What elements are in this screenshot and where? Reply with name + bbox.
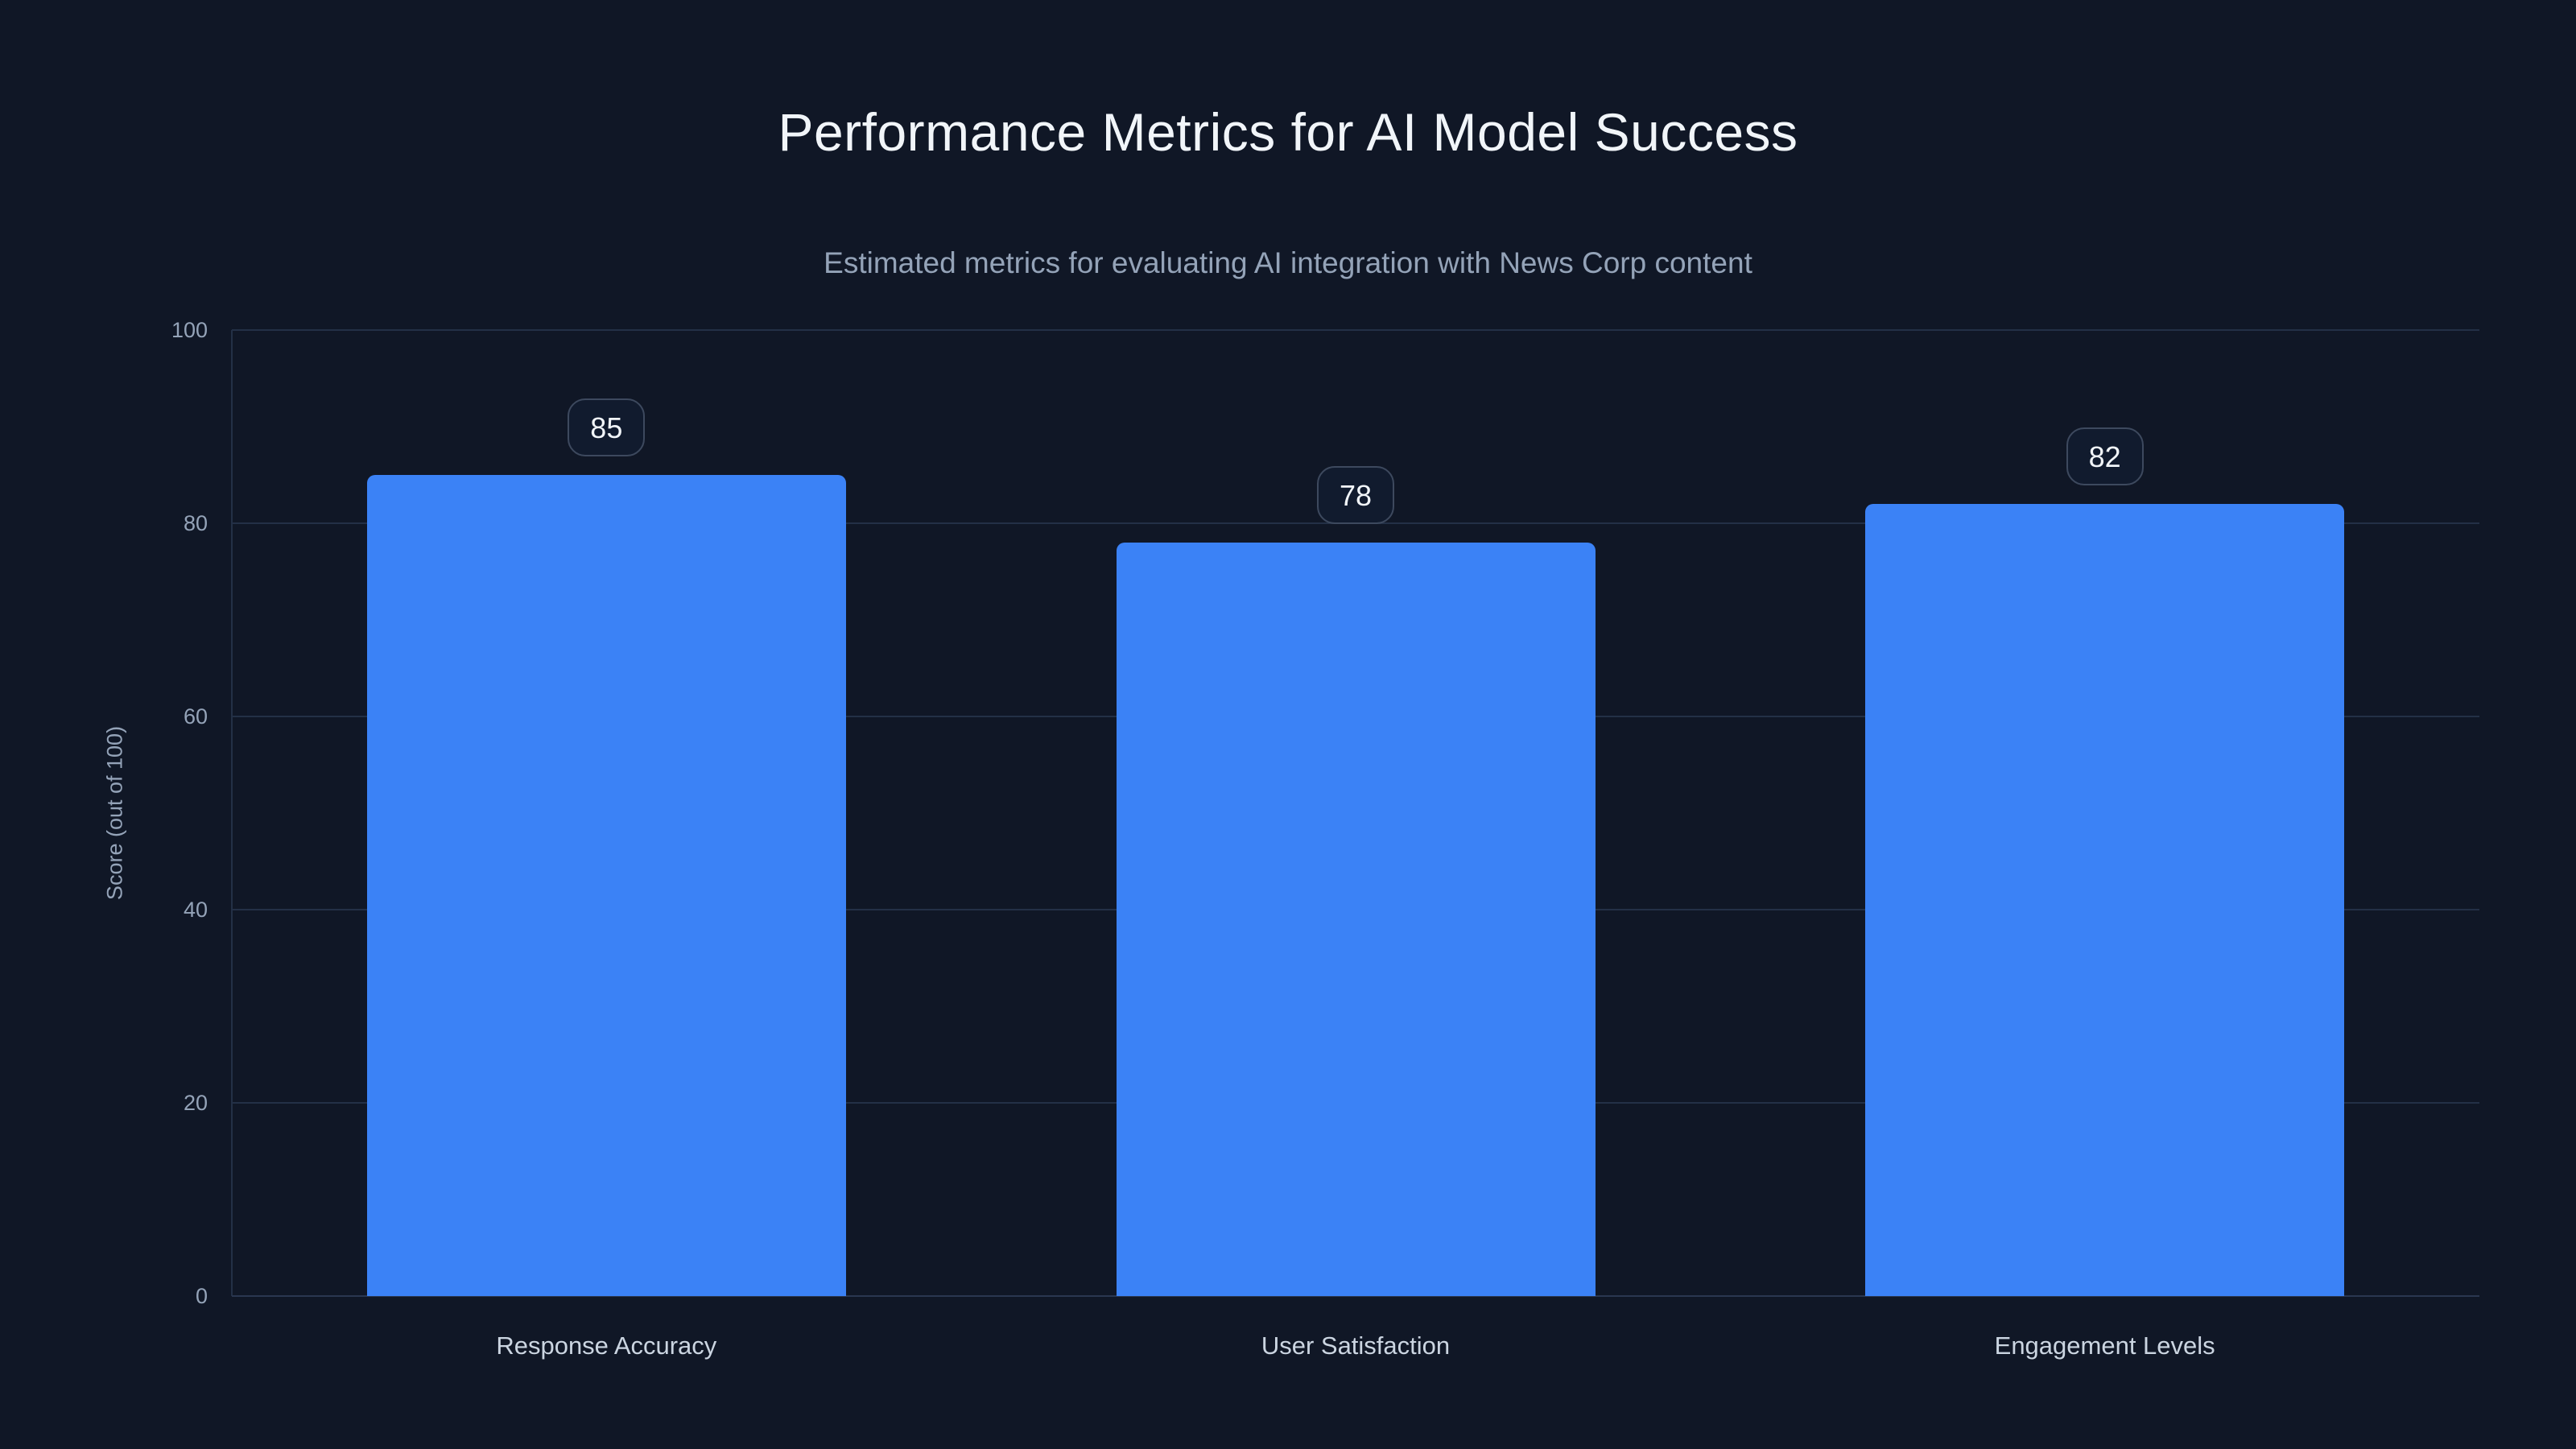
chart-title: Performance Metrics for AI Model Success bbox=[778, 102, 1798, 162]
x-category-label-response-accuracy: Response Accuracy bbox=[496, 1331, 717, 1360]
y-tick-label-40: 40 bbox=[183, 898, 208, 922]
gridline-y-0 bbox=[232, 1295, 2479, 1297]
y-axis-title: Score (out of 100) bbox=[102, 725, 127, 901]
y-tick-label-0: 0 bbox=[195, 1284, 208, 1308]
bar-user-satisfaction bbox=[1116, 543, 1596, 1296]
x-category-label-engagement-levels: Engagement Levels bbox=[1994, 1331, 2215, 1360]
y-axis-line bbox=[231, 330, 233, 1296]
bar-engagement-levels bbox=[1865, 504, 2345, 1296]
value-badge-user-satisfaction: 78 bbox=[1317, 466, 1394, 524]
x-category-label-user-satisfaction: User Satisfaction bbox=[1261, 1331, 1451, 1360]
y-tick-label-20: 20 bbox=[183, 1091, 208, 1115]
bar-response-accuracy bbox=[366, 475, 846, 1296]
gridline-y-100 bbox=[232, 329, 2479, 331]
value-badge-response-accuracy: 85 bbox=[568, 398, 646, 456]
chart-subtitle: Estimated metrics for evaluating AI inte… bbox=[824, 246, 1752, 279]
y-tick-label-60: 60 bbox=[183, 704, 208, 729]
plot-area: 0 20 40 60 80 100 85 Response Accuracy 78 User Sa… bbox=[171, 318, 2479, 1360]
y-tick-label-100: 100 bbox=[171, 318, 208, 342]
y-tick-label-80: 80 bbox=[183, 511, 208, 535]
value-badge-engagement-levels: 82 bbox=[2066, 427, 2144, 485]
